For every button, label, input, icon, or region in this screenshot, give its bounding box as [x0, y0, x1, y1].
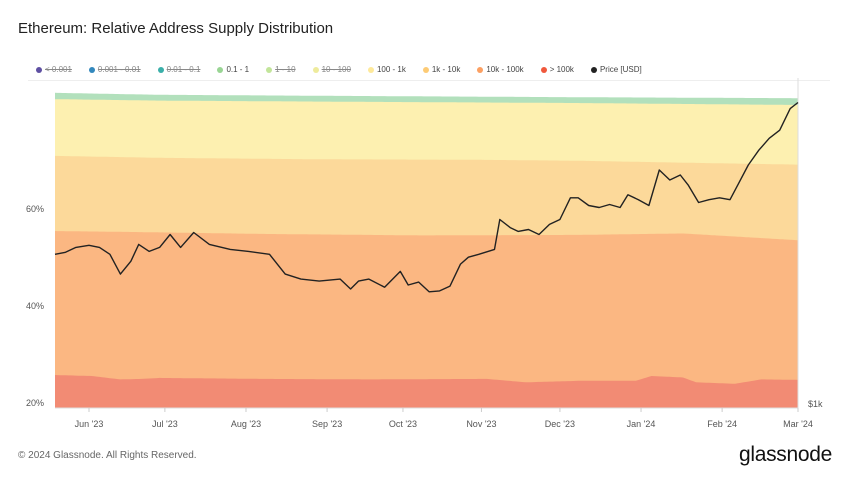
- legend-dot-icon: [477, 66, 484, 73]
- legend-dot-icon: [157, 66, 164, 73]
- legend-item[interactable]: Price [USD]: [590, 65, 642, 74]
- y-tick-label: 40%: [26, 301, 44, 311]
- x-tick-label: Oct '23: [389, 419, 417, 429]
- legend-dot-icon: [540, 66, 547, 73]
- legend-item[interactable]: 10k - 100k: [477, 65, 524, 74]
- legend-item[interactable]: 0.01 - 0.1: [157, 65, 201, 74]
- legend-label: Price [USD]: [599, 65, 642, 74]
- price-axis-label: $1k: [808, 399, 823, 409]
- x-tick-label: Feb '24: [707, 419, 737, 429]
- x-tick-label: Aug '23: [231, 419, 261, 429]
- legend-label: 0.1 - 1: [226, 65, 250, 74]
- legend-dot-icon: [367, 66, 374, 73]
- x-tick-label: Nov '23: [466, 419, 496, 429]
- legend-label: < 0.001: [45, 65, 72, 74]
- legend-dot-icon: [422, 66, 429, 73]
- legend-item[interactable]: 10 - 100: [312, 65, 351, 74]
- legend-item[interactable]: < 0.001: [36, 65, 72, 74]
- x-tick-label: Mar '24: [783, 419, 813, 429]
- legend-label: 10 - 100: [321, 65, 351, 74]
- legend-label: 1 - 10: [275, 65, 296, 74]
- legend-item[interactable]: 0.001 - 0.01: [88, 65, 141, 74]
- chart-title: Ethereum: Relative Address Supply Distri…: [18, 20, 334, 37]
- legend-item[interactable]: 100 - 1k: [367, 65, 406, 74]
- legend-dot-icon: [266, 66, 273, 73]
- legend-dot-icon: [312, 66, 319, 73]
- legend-item[interactable]: 1 - 10: [266, 65, 296, 74]
- legend-item[interactable]: > 100k: [540, 65, 574, 74]
- x-tick-label: Sep '23: [312, 419, 342, 429]
- x-tick-label: Dec '23: [545, 419, 575, 429]
- divider: [28, 80, 830, 81]
- y-tick-label: 20%: [26, 398, 44, 408]
- glassnode-logo: glassnode: [738, 443, 832, 466]
- legend-item[interactable]: 0.1 - 1: [217, 65, 249, 74]
- legend-label: 0.01 - 0.1: [166, 65, 201, 74]
- legend-label: 0.001 - 0.01: [97, 65, 141, 74]
- legend-dot-icon: [36, 66, 42, 73]
- area-10k-100k: [55, 231, 798, 408]
- y-tick-label: 60%: [26, 204, 44, 214]
- legend-label: 100 - 1k: [376, 65, 406, 74]
- legend-item[interactable]: 1k - 10k: [422, 65, 461, 74]
- legend-dot-icon: [88, 66, 95, 73]
- x-tick-label: Jun '23: [75, 419, 104, 429]
- x-tick-label: Jul '23: [152, 419, 178, 429]
- legend-dot-icon: [217, 66, 224, 73]
- legend: < 0.001 0.001 - 0.01 0.01 - 0.1 0.1 - 1 1 - …: [36, 65, 659, 74]
- x-tick-label: Jan '24: [627, 419, 656, 429]
- legend-label: > 100k: [549, 65, 574, 74]
- price-line: [54, 101, 799, 293]
- area--100k: [55, 375, 798, 408]
- legend-label: 1k - 10k: [431, 65, 461, 74]
- legend-dot-icon: [590, 66, 597, 73]
- legend-label: 10k - 100k: [486, 65, 524, 74]
- copyright: © 2024 Glassnode. All Rights Reserved.: [18, 450, 197, 461]
